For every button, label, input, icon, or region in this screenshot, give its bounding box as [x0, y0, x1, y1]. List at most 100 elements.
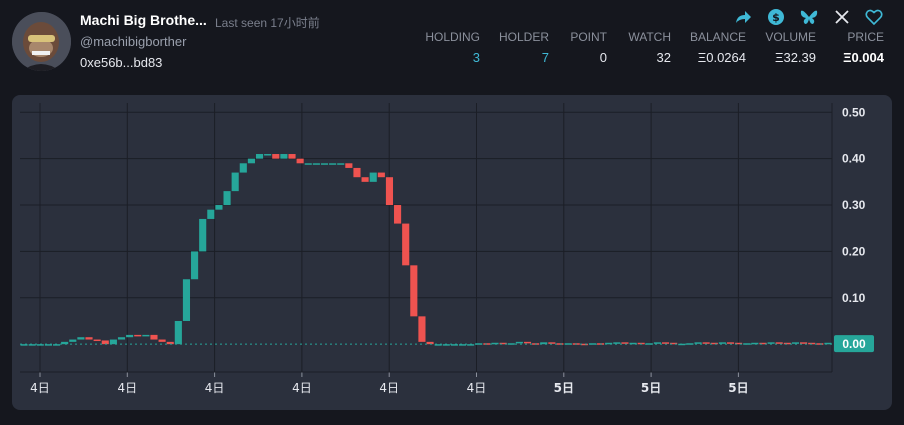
- plot-area: [20, 103, 832, 372]
- price-chart[interactable]: 0.50 0.40 0.30 0.20 0.10 4日 4日 4日 4日 4日 4日 5日 5日 5日 0.…: [12, 95, 892, 410]
- candle: [702, 342, 710, 344]
- candle: [564, 343, 572, 345]
- candle: [410, 265, 418, 317]
- candle: [580, 343, 588, 346]
- candle: [280, 154, 288, 159]
- candle: [28, 344, 36, 346]
- stat-holding[interactable]: HOLDING 3: [425, 30, 480, 65]
- stat-label: HOLDING: [425, 30, 480, 44]
- stat-volume: VOLUME Ξ32.39: [765, 30, 816, 65]
- butterfly-icon[interactable]: [800, 8, 818, 26]
- candle: [52, 344, 61, 346]
- x-tick-label: 4日: [117, 381, 137, 395]
- stat-label: BALANCE: [689, 30, 746, 44]
- heart-icon[interactable]: [865, 8, 883, 26]
- candle: [207, 209, 215, 219]
- stat-label: HOLDER: [498, 30, 549, 44]
- candle: [791, 342, 800, 344]
- profile-header: Machi Big Brothe... Last seen 17小时前 @mac…: [0, 0, 904, 92]
- candle: [751, 342, 759, 345]
- social-icons: $: [734, 8, 886, 26]
- candle: [434, 344, 442, 346]
- candle: [199, 218, 207, 252]
- candle: [101, 340, 109, 345]
- candle: [150, 334, 158, 340]
- candle: [239, 163, 247, 173]
- candle: [800, 342, 808, 344]
- candle: [134, 334, 142, 337]
- candle: [369, 172, 377, 182]
- y-tick-label: 0.50: [842, 105, 866, 119]
- candle: [710, 342, 718, 345]
- svg-text:$: $: [772, 11, 780, 24]
- candle: [458, 344, 467, 346]
- candlestick-chart-svg[interactable]: 0.50 0.40 0.30 0.20 0.10 4日 4日 4日 4日 4日 4日 5日 5日 5日 0.…: [12, 95, 892, 410]
- candle: [44, 344, 52, 346]
- stat-price: PRICE Ξ0.004: [843, 30, 884, 65]
- candle: [767, 342, 775, 344]
- candle: [312, 163, 320, 165]
- stat-value: 0: [599, 50, 607, 65]
- candle: [467, 344, 475, 346]
- candle: [450, 344, 458, 346]
- stat-point: POINT 0: [570, 30, 607, 65]
- candle: [320, 163, 329, 165]
- candle: [20, 344, 28, 346]
- candle: [645, 343, 653, 345]
- candle: [215, 205, 223, 210]
- candle: [686, 343, 694, 345]
- candle: [735, 342, 743, 345]
- candle: [605, 342, 613, 345]
- profile-handle[interactable]: @machibigborther: [80, 34, 187, 49]
- profile-name: Machi Big Brothe...: [80, 12, 207, 28]
- candle: [426, 341, 434, 345]
- current-price-badge: [834, 335, 874, 353]
- candle: [36, 344, 44, 346]
- candle: [255, 154, 264, 159]
- x-tick-label: 4日: [379, 381, 399, 395]
- candle: [726, 342, 735, 344]
- x-icon[interactable]: [833, 8, 851, 26]
- candle: [353, 167, 361, 178]
- x-tick-label: 5日: [728, 381, 748, 395]
- candle: [247, 158, 255, 164]
- stat-balance: BALANCE Ξ0.0264: [690, 30, 746, 65]
- x-tick-label: 4日: [467, 381, 487, 395]
- candle: [158, 339, 166, 342]
- candle: [475, 343, 483, 345]
- x-tick-label: 5日: [641, 381, 661, 395]
- stat-label: VOLUME: [765, 30, 816, 44]
- candle: [126, 334, 134, 338]
- candle: [499, 342, 507, 345]
- candle: [191, 251, 199, 280]
- dollar-icon[interactable]: $: [767, 8, 785, 26]
- candle: [77, 337, 85, 340]
- stat-holder[interactable]: HOLDER 7: [499, 30, 549, 65]
- stat-value: 3: [472, 50, 480, 65]
- stat-value: Ξ0.0264: [697, 50, 746, 65]
- wallet-address[interactable]: 0xe56b...bd83: [80, 55, 163, 70]
- candle: [85, 337, 93, 340]
- candle: [394, 205, 402, 224]
- avatar[interactable]: [12, 12, 71, 71]
- ape-avatar-icon: [12, 12, 71, 71]
- share-icon[interactable]: [734, 8, 752, 26]
- candle: [231, 172, 239, 192]
- candle: [223, 191, 231, 206]
- candle: [385, 177, 394, 206]
- x-tick-label: 5日: [554, 381, 574, 395]
- candle: [93, 339, 101, 342]
- candle: [166, 341, 174, 345]
- candle: [491, 342, 499, 345]
- candle: [296, 158, 304, 164]
- candle: [759, 342, 767, 345]
- candle: [442, 344, 450, 346]
- candle: [337, 163, 345, 165]
- candle: [548, 342, 556, 344]
- candle: [808, 342, 816, 345]
- candle: [142, 334, 150, 337]
- stat-value: 32: [656, 50, 671, 65]
- candle: [272, 154, 280, 159]
- candle: [588, 343, 597, 345]
- candle: [329, 163, 337, 165]
